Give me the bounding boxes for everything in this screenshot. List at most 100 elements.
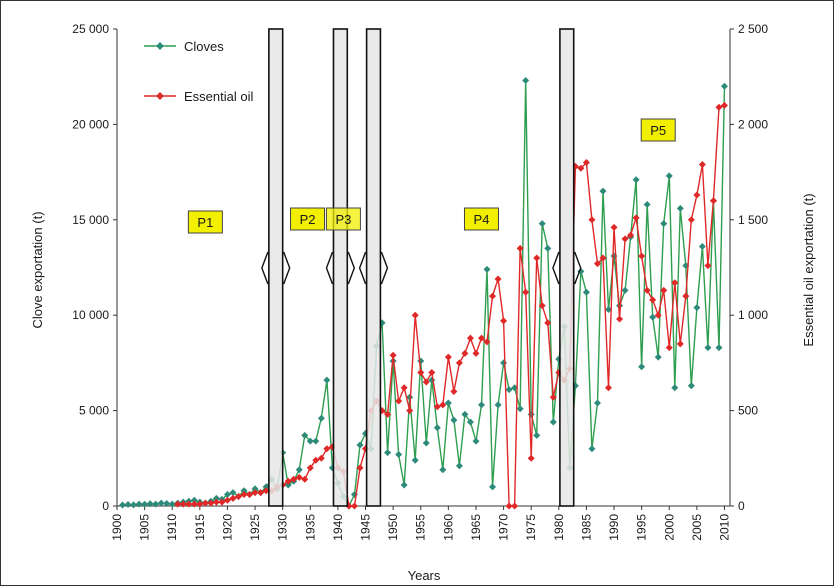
- essential-oil-point: [660, 286, 668, 294]
- essential-oil-point: [693, 191, 701, 199]
- essential-oil-point: [246, 491, 254, 499]
- cloves-point: [720, 82, 728, 90]
- cloves-point: [472, 437, 480, 445]
- essential-oil-point: [500, 317, 508, 325]
- cloves-point: [384, 449, 392, 457]
- essential-oil-point: [632, 214, 640, 222]
- cloves-point: [411, 456, 419, 464]
- cloves-point: [262, 483, 270, 491]
- cloves-point: [119, 501, 127, 509]
- cloves-point: [251, 485, 259, 493]
- cloves-point: [698, 243, 706, 251]
- cloves-point: [212, 494, 220, 502]
- essential-oil-point: [643, 286, 651, 294]
- x-tick-label: 1945: [359, 514, 373, 541]
- left-axis-title: Clove exportation (t): [30, 211, 45, 328]
- period-label: P5: [650, 123, 666, 138]
- essential-oil-point: [715, 103, 723, 111]
- x-tick-label: 2010: [717, 514, 731, 541]
- break-chevron-right: [574, 251, 582, 285]
- essential-oil-point: [411, 311, 419, 319]
- essential-oil-point: [223, 496, 231, 504]
- essential-oil-point: [638, 252, 646, 260]
- cloves-point: [444, 399, 452, 407]
- cloves-point: [433, 424, 441, 432]
- cloves-point: [163, 500, 171, 508]
- essential-oil-point: [483, 338, 491, 346]
- cloves-point: [588, 445, 596, 453]
- cloves-point: [295, 466, 303, 474]
- essential-oil-point: [477, 334, 485, 342]
- essential-oil-point: [417, 368, 425, 376]
- essential-oil-point: [251, 489, 259, 497]
- x-tick-label: 2000: [662, 514, 676, 541]
- cloves-point: [450, 416, 458, 424]
- essential-oil-point: [538, 302, 546, 310]
- essential-oil-point: [323, 445, 331, 453]
- break-chevron-right: [283, 251, 291, 285]
- x-tick-label: 1970: [497, 514, 511, 541]
- legend-oil-label: Essential oil: [184, 89, 253, 104]
- x-tick-label: 1965: [469, 514, 483, 541]
- right-tick-label: 1 000: [738, 308, 768, 322]
- cloves-point: [395, 450, 403, 458]
- cloves-point: [483, 265, 491, 273]
- essential-oil-point: [616, 315, 624, 323]
- essential-oil-point: [179, 500, 187, 508]
- x-tick-label: 1935: [303, 514, 317, 541]
- essential-oil-point: [472, 349, 480, 357]
- period-label-box: [463, 207, 499, 231]
- essential-oil-point: [593, 260, 601, 268]
- cloves-point: [223, 491, 231, 499]
- left-tick-label: 10 000: [72, 308, 109, 322]
- essential-oil-point: [527, 454, 535, 462]
- essential-oil-point: [516, 244, 524, 252]
- cloves-point: [516, 405, 524, 413]
- cloves-point: [665, 172, 673, 180]
- cloves-point: [693, 304, 701, 312]
- x-tick-label: 1915: [193, 514, 207, 541]
- cloves-point: [538, 220, 546, 228]
- period-label: P3: [335, 212, 351, 227]
- cloves-point: [190, 496, 198, 504]
- essential-oil-point: [257, 489, 265, 497]
- essential-oil-point: [229, 494, 237, 502]
- essential-oil-point: [356, 464, 364, 472]
- break-chevron-left: [261, 251, 269, 285]
- x-tick-label: 1940: [331, 514, 345, 541]
- cloves-point: [135, 500, 143, 508]
- x-tick-label: 1905: [138, 514, 152, 541]
- cloves-point: [157, 499, 165, 507]
- x-tick-label: 1960: [441, 514, 455, 541]
- essential-oil-point: [511, 502, 519, 510]
- cloves-point: [130, 501, 138, 509]
- essential-oil-point: [174, 500, 182, 508]
- essential-oil-point: [428, 368, 436, 376]
- essential-oil-point: [704, 262, 712, 270]
- essential-oil-point: [389, 351, 397, 359]
- essential-oil-point: [290, 475, 298, 483]
- cloves-point: [124, 500, 132, 508]
- cloves-point: [676, 204, 684, 212]
- x-tick-label: 1990: [607, 514, 621, 541]
- break-chevron-left: [325, 251, 334, 285]
- essential-oil-point: [317, 454, 325, 462]
- cloves-point: [312, 437, 320, 445]
- x-tick-label: 1995: [635, 514, 649, 541]
- x-axis-title: Years: [408, 568, 441, 583]
- legend-cloves-label: Cloves: [184, 39, 224, 54]
- essential-oil-point: [676, 340, 684, 348]
- x-tick-label: 1900: [110, 514, 124, 541]
- period-label-box: [325, 207, 361, 231]
- period-label-box: [290, 207, 326, 231]
- essential-oil-point: [687, 216, 695, 224]
- cloves-point: [306, 437, 314, 445]
- cloves-point: [356, 441, 364, 449]
- essential-oil-point: [489, 292, 497, 300]
- essential-oil-point: [682, 292, 690, 300]
- cloves-point: [146, 500, 154, 508]
- cloves-point: [406, 393, 414, 401]
- cloves-point: [477, 401, 485, 409]
- cloves-point: [522, 77, 530, 85]
- right-tick-label: 500: [738, 404, 758, 418]
